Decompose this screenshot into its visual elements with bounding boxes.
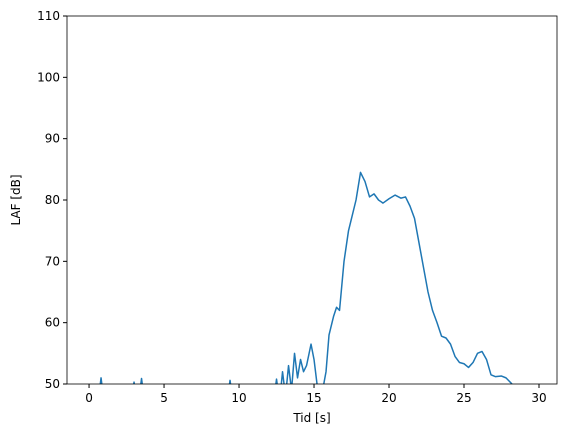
y-tick-label: 80 xyxy=(45,193,60,207)
x-tick-label: 20 xyxy=(381,391,396,405)
x-axis-label: Tid [s] xyxy=(292,411,330,425)
y-tick-label: 50 xyxy=(45,377,60,391)
y-tick-label: 100 xyxy=(37,70,60,84)
x-tick-label: 0 xyxy=(85,391,93,405)
x-tick-label: 30 xyxy=(531,391,546,405)
y-axis-label: LAF [dB] xyxy=(9,174,23,225)
y-tick-label: 70 xyxy=(45,254,60,268)
x-tick-label: 15 xyxy=(306,391,321,405)
plot-frame xyxy=(66,15,558,385)
y-tick-label: 60 xyxy=(45,316,60,330)
y-tick-label: 110 xyxy=(37,9,60,23)
x-tick-label: 25 xyxy=(456,391,471,405)
x-tick-label: 5 xyxy=(160,391,168,405)
data-line xyxy=(99,171,513,384)
x-tick-label: 10 xyxy=(231,391,246,405)
y-tick-label: 90 xyxy=(45,132,60,146)
